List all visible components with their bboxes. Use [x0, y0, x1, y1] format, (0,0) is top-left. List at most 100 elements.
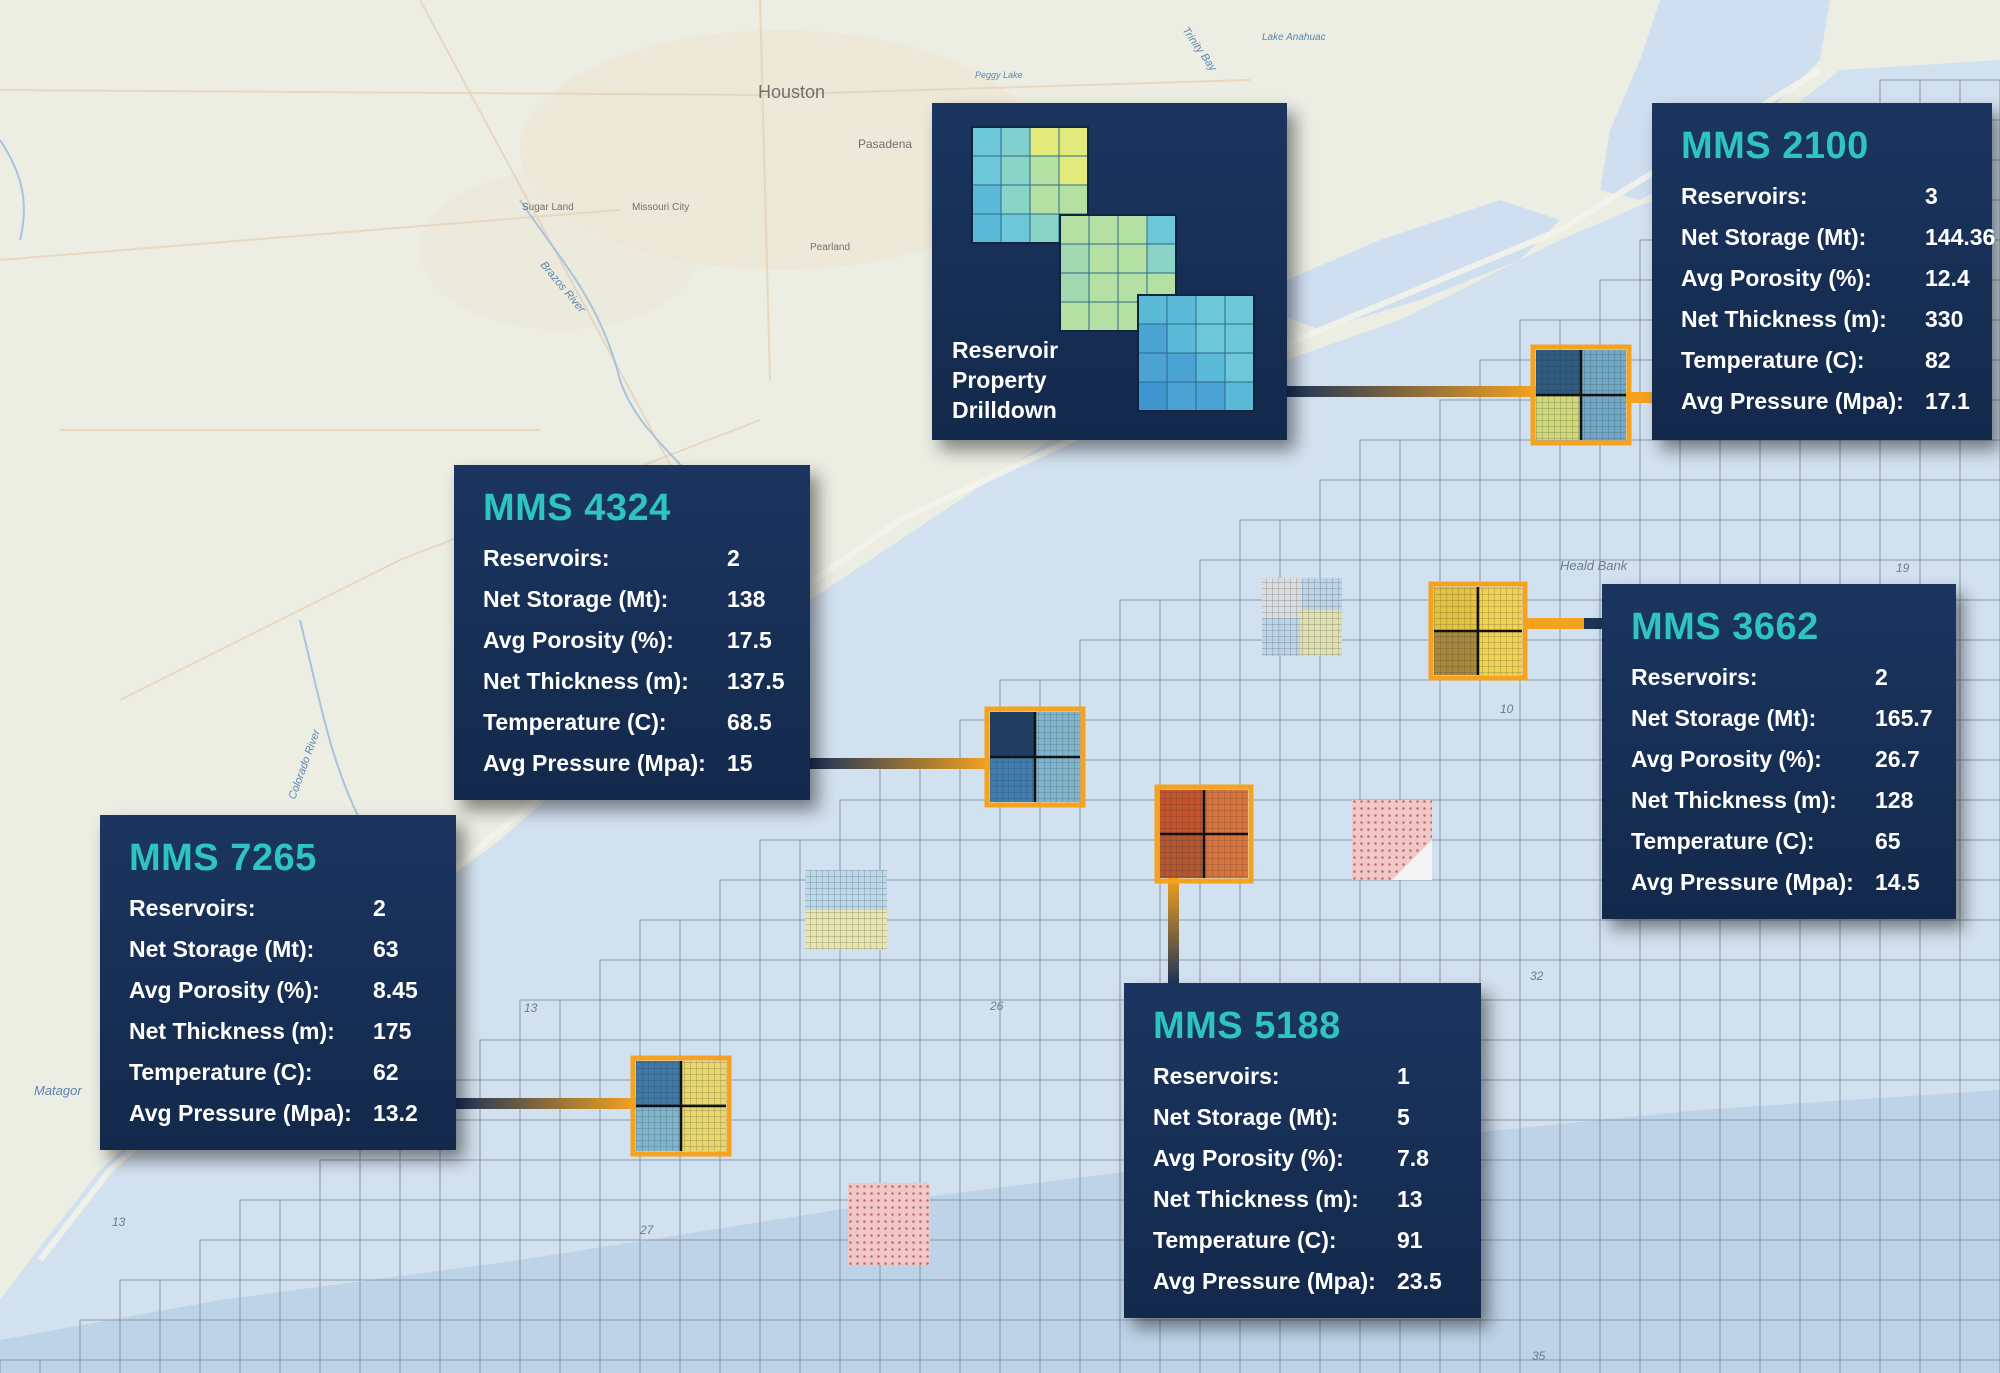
highlighted-block-tile[interactable]	[984, 706, 1086, 808]
panel-row: Reservoirs: 1	[1153, 1063, 1553, 1103]
panel-row: Avg Pressure (Mpa): 13.2	[129, 1100, 529, 1140]
connector-line	[1168, 876, 1179, 984]
panel-row-label: Avg Porosity (%):	[129, 977, 320, 1003]
panel-row-label: Net Thickness (m):	[1153, 1186, 1359, 1212]
reservoir-grid-stack	[971, 126, 1255, 412]
block-number-label: 35	[1532, 1349, 1546, 1363]
panel-row: Avg Porosity (%): 8.45	[129, 977, 529, 1017]
panel-row-value: 165.7	[1875, 705, 1933, 731]
highlighted-block-tile[interactable]	[1530, 344, 1632, 446]
panel-row: Net Storage (Mt): 63	[129, 936, 529, 976]
highlighted-block-tile[interactable]	[630, 1055, 732, 1157]
panel-row-value: 2	[373, 895, 386, 921]
panel-row: Temperature (C): 82	[1681, 347, 2000, 387]
map-label-heald-bank: Heald Bank	[1560, 558, 1629, 573]
panel-row: Temperature (C): 62	[129, 1059, 529, 1099]
panel-row-value: 5	[1397, 1104, 1410, 1130]
highlighted-block-tile[interactable]	[1154, 784, 1254, 884]
panel-row-value: 13	[1397, 1186, 1423, 1212]
panel-row-label: Temperature (C):	[1681, 347, 1865, 373]
reservoir-property-drilldown-panel: Reservoir Property Drilldown	[932, 103, 1287, 440]
panel-title: MMS 7265	[129, 837, 317, 879]
panel-row-value: 138	[727, 586, 766, 612]
panel-title: MMS 5188	[1153, 1005, 1341, 1047]
panel-row-value: 12.4	[1925, 265, 1970, 291]
panel-row-label: Avg Pressure (Mpa):	[483, 750, 706, 776]
panel-row-value: 23.5	[1397, 1268, 1442, 1294]
panel-row: Net Thickness (m): 175	[129, 1018, 529, 1058]
block-number-label: 27	[639, 1223, 655, 1237]
panel-row-value: 3	[1925, 183, 1938, 209]
panel-row: Net Storage (Mt): 138	[483, 586, 883, 626]
pink-block-tile	[1352, 800, 1432, 880]
block-info-panel-mms-7265: MMS 7265 Reservoirs: 2 Net Storage (Mt): 63…	[100, 815, 456, 1150]
panel-row: Net Thickness (m): 137.5	[483, 668, 883, 708]
connector-line	[1524, 618, 1604, 629]
pink-block-tile	[848, 1183, 930, 1265]
panel-row-value: 17.5	[727, 627, 772, 653]
faint-block-tile	[1262, 578, 1342, 656]
panel-row-label: Net Storage (Mt):	[483, 586, 669, 612]
panel-row-label: Temperature (C):	[129, 1059, 313, 1085]
panel-row-label: Avg Pressure (Mpa):	[129, 1100, 352, 1126]
panel-row-label: Temperature (C):	[1631, 828, 1815, 854]
panel-row: Reservoirs: 2	[1631, 664, 2000, 704]
block-number-label: 26	[989, 999, 1004, 1013]
panel-row-value: 13.2	[373, 1100, 418, 1126]
panel-row-value: 62	[373, 1059, 399, 1085]
map-label-pearland: Pearland	[810, 242, 850, 253]
panel-row-value: 2	[727, 545, 740, 571]
panel-row-label: Reservoirs:	[1681, 183, 1808, 209]
panel-row-label: Avg Porosity (%):	[1153, 1145, 1344, 1171]
panel-row: Net Thickness (m): 330	[1681, 306, 2000, 346]
panel-title: MMS 3662	[1631, 606, 1819, 648]
panel-row-value: 2	[1875, 664, 1888, 690]
panel-title: MMS 4324	[483, 487, 671, 529]
panel-row: Net Storage (Mt): 144.36	[1681, 224, 2000, 264]
panel-row-label: Net Storage (Mt):	[1681, 224, 1867, 250]
panel-row: Avg Porosity (%): 7.8	[1153, 1145, 1553, 1185]
panel-row: Avg Pressure (Mpa): 15	[483, 750, 883, 790]
panel-row-value: 8.45	[373, 977, 418, 1003]
panel-row-label: Avg Pressure (Mpa):	[1631, 869, 1854, 895]
panel-row: Temperature (C): 68.5	[483, 709, 883, 749]
block-number-label: 10	[1500, 702, 1514, 716]
panel-row-label: Net Thickness (m):	[1681, 306, 1887, 332]
panel-row: Reservoirs: 3	[1681, 183, 2000, 223]
panel-row-value: 68.5	[727, 709, 772, 735]
panel-row-value: 65	[1875, 828, 1901, 854]
drilldown-label-line: Drilldown	[952, 397, 1057, 423]
panel-row-value: 137.5	[727, 668, 785, 694]
panel-row-label: Net Storage (Mt):	[1631, 705, 1817, 731]
panel-row-label: Net Storage (Mt):	[1153, 1104, 1339, 1130]
highlighted-block-tile[interactable]	[1428, 581, 1528, 681]
panel-row-value: 63	[373, 936, 399, 962]
panel-row-value: 14.5	[1875, 869, 1920, 895]
panel-row-label: Avg Pressure (Mpa):	[1681, 388, 1904, 414]
block-info-panel-mms-3662: MMS 3662 Reservoirs: 2 Net Storage (Mt): 16…	[1602, 584, 1956, 919]
map-label-matagorda: Matagor	[34, 1083, 82, 1098]
connector-line	[810, 758, 990, 769]
map-label-lake-anahuac: Lake Anahuac	[1262, 32, 1326, 43]
block-number-label: 13	[524, 1001, 538, 1015]
panel-row-label: Reservoirs:	[1153, 1063, 1280, 1089]
block-info-panel-mms-2100: MMS 2100 Reservoirs: 3 Net Storage (Mt): 14…	[1652, 103, 1995, 440]
panel-row-label: Net Storage (Mt):	[129, 936, 315, 962]
panel-row: Temperature (C): 65	[1631, 828, 2000, 868]
block-info-panel-mms-5188: MMS 5188 Reservoirs: 1 Net Storage (Mt): 5 A…	[1124, 983, 1481, 1318]
faint-block-tile	[805, 870, 887, 950]
panel-row-value: 82	[1925, 347, 1951, 373]
drilldown-label-line: Reservoir	[952, 337, 1059, 363]
panel-row-value: 7.8	[1397, 1145, 1429, 1171]
panel-row: Net Storage (Mt): 165.7	[1631, 705, 2000, 745]
panel-row-label: Net Thickness (m):	[483, 668, 689, 694]
panel-row-label: Net Thickness (m):	[129, 1018, 335, 1044]
drilldown-label: Reservoir Property Drilldown	[952, 335, 1058, 425]
block-number-label: 19	[1896, 561, 1910, 575]
panel-row: Temperature (C): 91	[1153, 1227, 1553, 1267]
reservoir-grid	[1137, 294, 1255, 412]
map-label-missouri-city: Missouri City	[632, 202, 689, 213]
panel-row: Net Thickness (m): 13	[1153, 1186, 1553, 1226]
map-label-peggy-lake: Peggy Lake	[975, 70, 1023, 80]
block-number-label: 13	[112, 1215, 126, 1229]
